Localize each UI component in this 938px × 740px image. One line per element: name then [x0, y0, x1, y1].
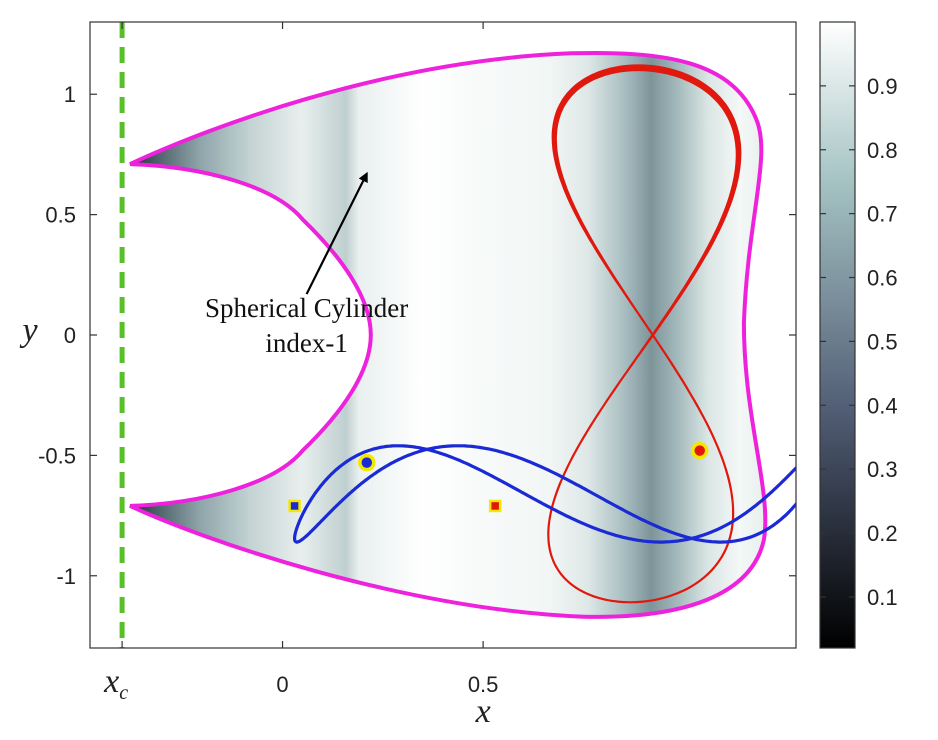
y-tick-label-1: 0.5: [45, 203, 76, 228]
y-axis-label: y: [19, 312, 38, 349]
x-tick-label-1: 0: [276, 672, 288, 697]
colorbar-tick-label-4: 0.5: [867, 329, 898, 354]
energy-field-region: [130, 52, 766, 617]
orbit-marker-square-3: [488, 499, 502, 513]
y-tick-label-0: 1: [64, 82, 76, 107]
annotation-label-line-2: index-1: [265, 328, 347, 358]
blue-lissajous-orbit: [293, 444, 796, 544]
zero-velocity-boundary: [129, 50, 768, 619]
x-tick-label-0: xc: [103, 663, 128, 704]
y-tick-label-2: 0: [64, 323, 76, 348]
y-tick-label-4: -1: [56, 564, 76, 589]
colorbar-tick-label-1: 0.2: [867, 521, 898, 546]
colorbar-tick-label-2: 0.3: [867, 457, 898, 482]
y-tick-label-3: -0.5: [38, 443, 76, 468]
colorbar-tick-label-7: 0.8: [867, 138, 898, 163]
orbit-marker-circle-1: [690, 441, 709, 460]
annotation-arrow: [305, 171, 368, 295]
colorbar-tick-label-5: 0.6: [867, 266, 898, 291]
x-tick-label-2: 0.5: [468, 672, 499, 697]
colorbar-tick-label-6: 0.7: [867, 202, 898, 227]
annotation-label-line-1: Spherical Cylinder: [205, 293, 408, 323]
orbit-marker-circle-0: [358, 453, 376, 472]
colorbar-ticks: 0.1 0.2 0.3 0.4 0.5 0.6 0.7 0.8 0.9: [820, 74, 898, 610]
colorbar-tick-label-0: 0.1: [867, 585, 898, 610]
orbit-markers: [288, 441, 709, 513]
orbit-marker-square-2: [288, 499, 301, 513]
colorbar-tick-label-8: 0.9: [867, 74, 898, 99]
x-axis-label: x: [475, 693, 491, 730]
y-axis: 1 0.5 0 -0.5 -1: [38, 82, 796, 589]
colorbar-tick-label-3: 0.4: [867, 393, 898, 418]
colorbar: [819, 21, 856, 649]
